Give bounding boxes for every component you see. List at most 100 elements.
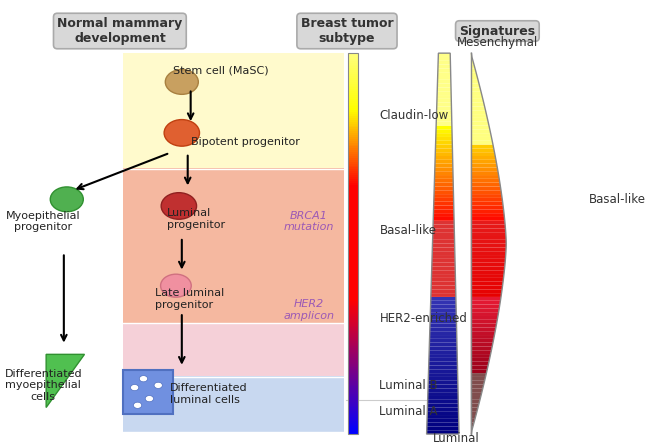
Polygon shape <box>471 99 483 103</box>
Bar <box>347 72 358 74</box>
Text: Luminal: Luminal <box>433 432 480 445</box>
Polygon shape <box>471 122 489 125</box>
Polygon shape <box>471 160 496 164</box>
Polygon shape <box>437 103 452 107</box>
Polygon shape <box>471 209 504 213</box>
Bar <box>347 348 358 350</box>
Bar <box>347 432 358 434</box>
Polygon shape <box>471 392 482 396</box>
Polygon shape <box>433 236 454 240</box>
Polygon shape <box>434 202 454 206</box>
Bar <box>347 120 358 122</box>
Bar <box>347 57 358 59</box>
Bar <box>347 380 358 383</box>
Bar <box>347 392 358 394</box>
Bar <box>347 117 358 120</box>
Bar <box>347 405 358 407</box>
Bar <box>347 378 358 381</box>
Polygon shape <box>471 213 504 217</box>
Bar <box>347 394 358 396</box>
Polygon shape <box>432 274 456 278</box>
Polygon shape <box>432 251 455 255</box>
Bar <box>347 112 358 114</box>
Polygon shape <box>471 350 491 354</box>
Text: Stem cell (MaSC): Stem cell (MaSC) <box>173 66 268 76</box>
Bar <box>347 293 358 295</box>
Polygon shape <box>430 320 456 324</box>
Polygon shape <box>428 400 458 404</box>
Polygon shape <box>434 190 454 194</box>
Polygon shape <box>471 430 472 434</box>
Bar <box>347 354 358 356</box>
Polygon shape <box>437 91 451 95</box>
Bar <box>347 87 358 89</box>
Text: Signatures: Signatures <box>459 25 535 37</box>
Text: Myoepithelial
progenitor: Myoepithelial progenitor <box>6 211 80 232</box>
Bar <box>347 312 358 314</box>
Circle shape <box>139 376 148 382</box>
Bar <box>347 209 358 211</box>
Bar <box>347 243 358 245</box>
Bar <box>347 297 358 299</box>
Bar <box>347 174 358 177</box>
Bar <box>347 310 358 312</box>
Polygon shape <box>471 289 502 293</box>
Polygon shape <box>438 68 450 72</box>
Polygon shape <box>428 381 458 384</box>
Polygon shape <box>436 118 452 122</box>
Polygon shape <box>435 167 453 171</box>
Text: Luminal A: Luminal A <box>380 405 438 418</box>
Polygon shape <box>471 190 502 194</box>
Polygon shape <box>437 80 451 84</box>
Polygon shape <box>434 183 454 186</box>
Bar <box>347 430 358 432</box>
Polygon shape <box>429 362 457 366</box>
Polygon shape <box>471 263 505 266</box>
Bar <box>347 68 358 70</box>
Polygon shape <box>471 369 487 373</box>
Polygon shape <box>434 209 454 213</box>
Polygon shape <box>471 251 506 255</box>
Polygon shape <box>430 312 456 316</box>
Bar <box>347 359 358 362</box>
Bar <box>347 178 358 181</box>
Polygon shape <box>438 61 450 65</box>
Bar <box>347 249 358 251</box>
Bar <box>347 89 358 91</box>
Polygon shape <box>471 244 506 248</box>
Polygon shape <box>471 152 495 156</box>
Polygon shape <box>438 53 450 57</box>
Polygon shape <box>471 171 498 175</box>
Bar <box>347 91 358 93</box>
Bar <box>347 173 358 175</box>
Polygon shape <box>471 175 499 179</box>
Bar <box>347 146 358 149</box>
Polygon shape <box>427 419 459 423</box>
Polygon shape <box>471 415 476 419</box>
Polygon shape <box>438 65 450 68</box>
Bar <box>347 104 358 107</box>
Bar <box>347 116 358 118</box>
Bar <box>347 237 358 240</box>
Polygon shape <box>430 339 457 343</box>
Bar <box>347 140 358 143</box>
Polygon shape <box>428 404 458 407</box>
Polygon shape <box>471 95 483 99</box>
Polygon shape <box>471 236 506 240</box>
Polygon shape <box>471 331 495 335</box>
Bar <box>347 205 358 207</box>
Bar <box>347 281 358 284</box>
Polygon shape <box>471 145 494 149</box>
Polygon shape <box>471 377 485 381</box>
Polygon shape <box>471 198 503 202</box>
Bar <box>347 344 358 347</box>
Bar <box>347 291 358 293</box>
Text: Breast tumor
subtype: Breast tumor subtype <box>301 17 393 45</box>
Polygon shape <box>471 167 498 171</box>
Bar <box>347 70 358 72</box>
Bar <box>347 329 358 331</box>
Bar <box>347 167 358 169</box>
Bar <box>347 339 358 341</box>
Text: Differentiated
luminal cells: Differentiated luminal cells <box>170 384 248 405</box>
Polygon shape <box>471 84 480 87</box>
